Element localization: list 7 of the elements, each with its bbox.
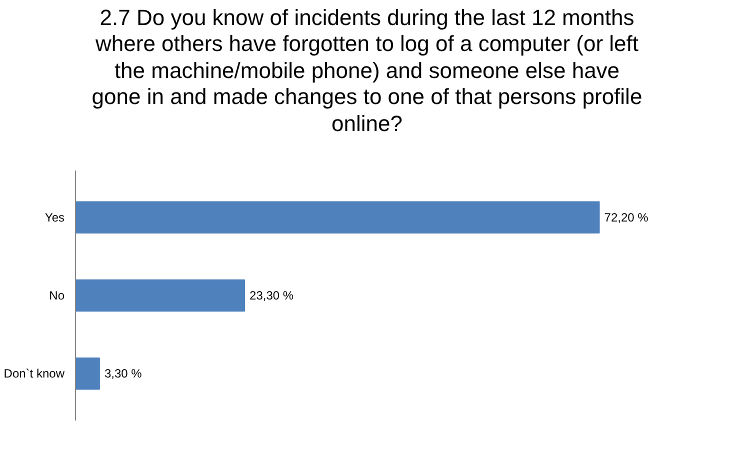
y-tick-label: No <box>49 288 65 302</box>
chart-title: 2.7 Do you know of incidents during the last 12 months where others have forgotten to log of a computer (or left the machine/mobile phone) and someone else have gone in and made changes to one of that persons profile online? <box>90 5 644 137</box>
data-label: 23,30 % <box>250 288 294 302</box>
y-tick-label: Yes <box>44 210 64 224</box>
data-label: 72,20 % <box>604 210 649 224</box>
data-label: 3,30 % <box>104 366 142 381</box>
y-tick-label: Don`t know <box>4 366 65 381</box>
